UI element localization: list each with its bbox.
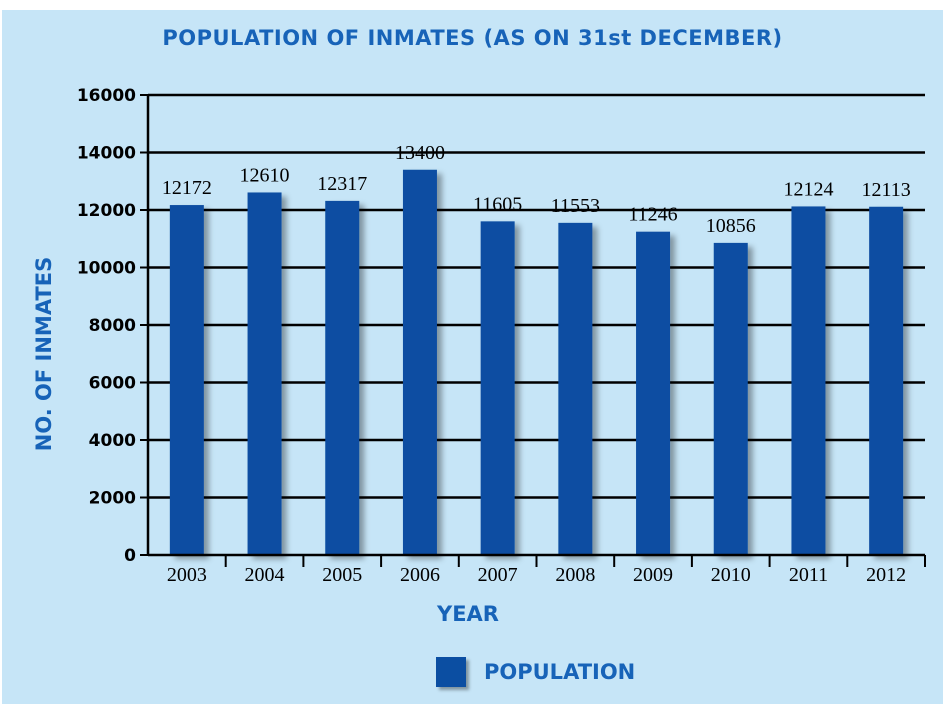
data-label: 10856 [706,215,756,237]
data-label: 12124 [783,178,833,200]
x-tick-label: 2008 [555,564,595,586]
bar [169,205,204,555]
bar [791,206,826,555]
y-tick-label: 14000 [77,144,136,164]
x-tick-label: 2011 [789,564,828,586]
x-tick-label: 2012 [866,564,906,586]
x-tick-label: 2009 [633,564,673,586]
x-tick-label: 2007 [478,564,518,586]
labels: 0 2000 4000 6000 8000 10000 12000 14000 16000 200… [77,86,911,586]
data-label: 11246 [628,204,677,226]
data-label: 12113 [862,179,911,201]
data-label: 11605 [473,193,522,215]
bar [869,206,904,555]
x-tick-label: 2004 [245,564,285,586]
chart-title: POPULATION OF INMATES (AS ON 31st DECEMB… [162,26,783,50]
bar [247,192,282,555]
data-label: 12610 [240,164,290,186]
x-tick-label: 2006 [400,564,440,586]
data-label: 11553 [551,195,600,217]
data-label: 12172 [162,177,212,199]
bar [325,200,360,556]
bar [480,221,515,555]
bar [402,169,437,555]
axes [140,94,926,567]
bar [636,231,671,556]
legend-swatch [436,657,466,687]
y-tick-label: 8000 [89,316,136,336]
bar [713,242,748,555]
legend-label: POPULATION [484,660,636,684]
chart-background [2,10,943,704]
data-label: 12317 [317,173,367,195]
x-axis-title: YEAR [437,602,499,626]
y-tick-label: 10000 [77,259,136,279]
y-tick-label: 2000 [89,489,136,509]
y-tick-label: 4000 [89,431,136,451]
y-tick-label: 12000 [77,201,136,221]
x-tick-label: 2010 [711,564,751,586]
legend: POPULATION [436,657,635,687]
bars [169,169,904,556]
x-tick-label: 2003 [167,564,207,586]
data-label: 13400 [395,142,445,164]
bar [558,222,593,555]
y-tick-label: 0 [124,546,136,566]
x-tick-label: 2005 [322,564,362,586]
y-tick-label: 16000 [77,86,136,106]
y-tick-label: 6000 [89,374,136,394]
